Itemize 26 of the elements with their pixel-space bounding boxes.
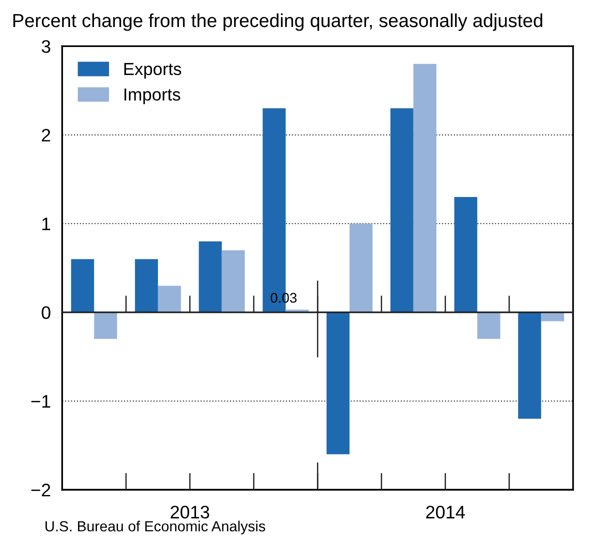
y-tick-label: 2 [42,128,50,142]
y-tick-label: 3 [42,40,50,53]
bar [134,259,158,312]
text: 2013 [170,506,210,519]
text: 2014 [426,506,465,519]
bar [413,64,436,312]
chart-title: Percent change from the preceding quarter, seasonally adjusted [13,13,542,31]
y-tick-label: 0 [42,306,50,320]
bar [94,312,118,339]
y-tick-label: −1 [31,395,50,408]
bar [477,312,500,339]
y-tick-label: −2 [31,484,50,496]
bar [158,286,181,312]
bar [350,224,373,312]
legend-label: Exports [124,63,182,79]
text: U.S. Bureau of Economic Analysis [46,520,266,534]
y-tick-label: 1 [42,218,50,230]
bar [454,196,478,312]
bar [518,312,542,419]
bar [198,241,222,312]
legend-label: Imports [124,88,180,104]
bar [541,312,564,322]
bar [71,259,94,312]
bar [326,312,350,454]
bar [222,250,245,312]
bar [390,108,414,312]
